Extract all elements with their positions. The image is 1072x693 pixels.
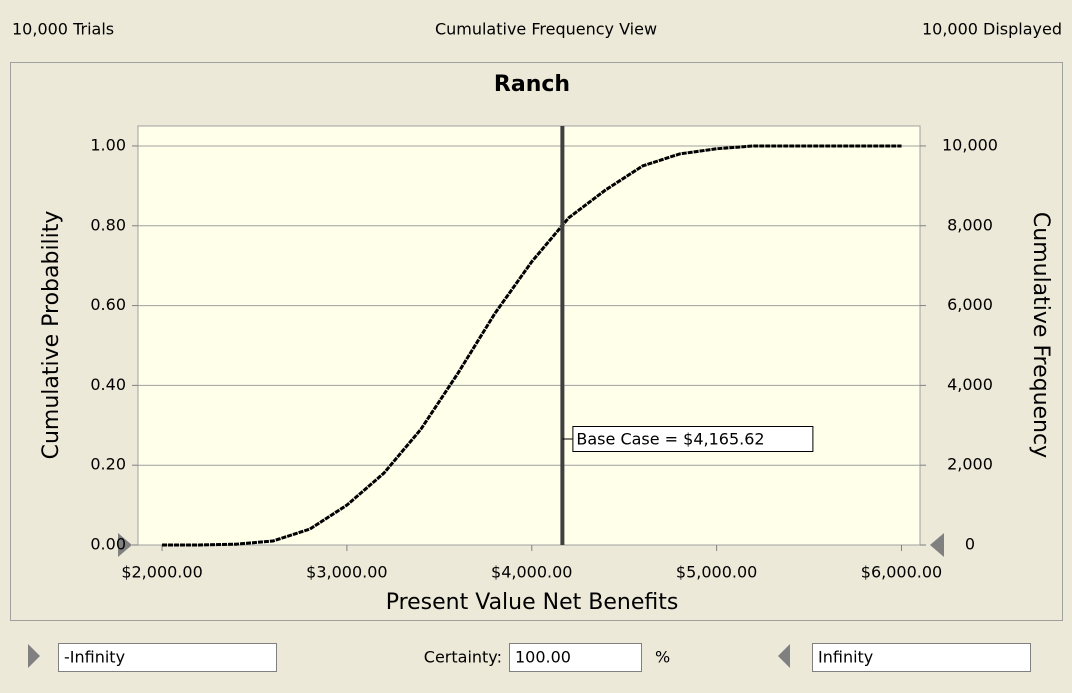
upper-value: Infinity xyxy=(818,648,873,667)
y-tick-label: 0.60 xyxy=(90,295,126,314)
y-tick-label: 1.00 xyxy=(90,135,126,154)
upper-input[interactable] xyxy=(812,643,1031,672)
certainty-input[interactable] xyxy=(509,643,642,672)
left-arrow[interactable] xyxy=(28,644,40,668)
right-grabber[interactable] xyxy=(930,533,944,557)
y2-tick-label: 2,000 xyxy=(947,455,993,474)
right-arrow[interactable] xyxy=(778,644,790,668)
y2-tick-label: 10,000 xyxy=(942,135,998,154)
base-case-box xyxy=(572,426,814,452)
y2-tick-label: 6,000 xyxy=(947,295,993,314)
x-tick-label: $2,000.00 xyxy=(121,563,202,582)
y2-tick-label: 8,000 xyxy=(947,215,993,234)
view-name: Cumulative Frequency View xyxy=(435,20,657,39)
y2-tick-label: 0 xyxy=(965,535,975,554)
y-tick-label: 0.00 xyxy=(90,535,126,554)
certainty-unit: % xyxy=(655,648,670,667)
lower-input[interactable] xyxy=(58,643,277,672)
y-tick-label: 0.80 xyxy=(90,215,126,234)
x-tick-label: $6,000.00 xyxy=(861,563,942,582)
x-tick-label: $5,000.00 xyxy=(676,563,757,582)
plot-area xyxy=(137,125,921,546)
certainty-label: Certainty: xyxy=(424,648,502,667)
y2-tick-label: 4,000 xyxy=(947,375,993,394)
y-tick-label: 0.40 xyxy=(90,375,126,394)
lower-value: -Infinity xyxy=(64,648,125,667)
left-grabber[interactable] xyxy=(118,533,132,557)
x-axis-label: Present Value Net Benefits xyxy=(386,590,679,615)
trials: 10,000 Trials xyxy=(12,20,114,39)
y-axis-label: Cumulative Probability xyxy=(39,211,64,460)
y2-axis-label: Cumulative Frequency xyxy=(1028,212,1053,458)
y-tick-label: 0.20 xyxy=(90,455,126,474)
x-tick-label: $3,000.00 xyxy=(306,563,387,582)
cumulative-line xyxy=(162,144,902,547)
certainty-value: 100.00 xyxy=(515,648,571,667)
base-case-label: Base Case = $4,165.62 xyxy=(576,430,764,449)
x-tick-label: $4,000.00 xyxy=(491,563,572,582)
displayed: 10,000 Displayed xyxy=(922,20,1062,39)
chart-title: Ranch xyxy=(494,72,570,97)
